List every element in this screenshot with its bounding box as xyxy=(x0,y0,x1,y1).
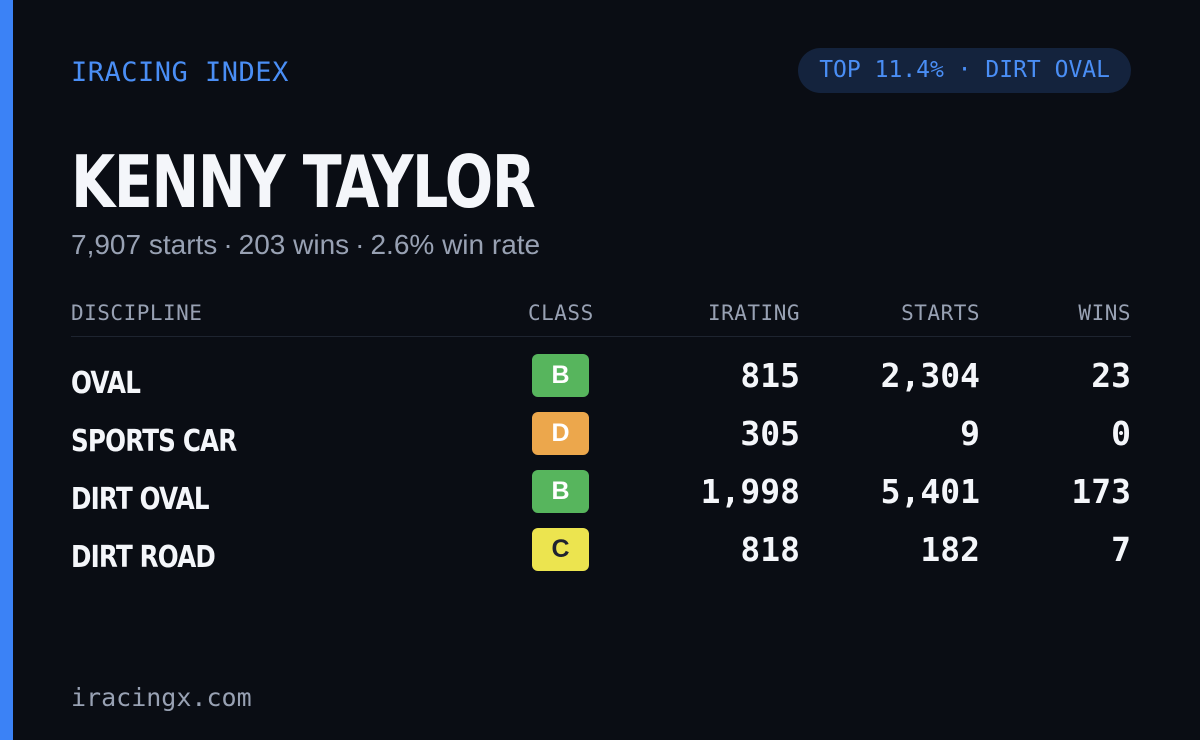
discipline-name: OVAL xyxy=(71,366,141,401)
table-row: OVAL B 815 2,304 23 xyxy=(71,354,1131,412)
license-class-badge: D xyxy=(532,412,589,455)
license-class-badge: B xyxy=(532,470,589,513)
table-row: DIRT OVAL B 1,998 5,401 173 xyxy=(71,470,1131,528)
summary-separator: · xyxy=(223,229,233,260)
total-starts: 7,907 starts xyxy=(71,229,218,260)
starts-value: 182 xyxy=(920,530,980,569)
wins-value: 23 xyxy=(1091,356,1131,395)
wins-value: 173 xyxy=(1071,472,1131,511)
footer-site-link[interactable]: iracingx.com xyxy=(71,683,252,712)
summary-separator: · xyxy=(355,229,365,260)
brand-label: IRACING INDEX xyxy=(71,57,289,88)
irating-value: 818 xyxy=(740,530,800,569)
starts-value: 5,401 xyxy=(880,472,980,511)
discipline-stats-table: DISCIPLINE CLASS IRATING STARTS WINS OVA… xyxy=(71,296,1131,586)
license-class-badge: C xyxy=(532,528,589,571)
wins-value: 0 xyxy=(1111,414,1131,453)
irating-value: 305 xyxy=(740,414,800,453)
irating-value: 815 xyxy=(740,356,800,395)
accent-bar xyxy=(0,0,13,740)
career-summary: 7,907 starts · 203 wins · 2.6% win rate xyxy=(71,227,540,263)
header-starts: STARTS xyxy=(901,301,980,325)
license-class-badge: B xyxy=(532,354,589,397)
win-rate: 2.6% win rate xyxy=(370,229,541,260)
table-row: SPORTS CAR D 305 9 0 xyxy=(71,412,1131,470)
driver-name: KENNY TAYLOR xyxy=(71,140,536,224)
header-irating: IRATING xyxy=(707,301,800,325)
wins-value: 7 xyxy=(1111,530,1131,569)
irating-value: 1,998 xyxy=(700,472,800,511)
starts-value: 2,304 xyxy=(880,356,980,395)
table-row: DIRT ROAD C 818 182 7 xyxy=(71,528,1131,586)
header-class: CLASS xyxy=(528,301,594,325)
header-discipline: DISCIPLINE xyxy=(71,301,203,325)
discipline-name: SPORTS CAR xyxy=(71,424,237,459)
header-wins: WINS xyxy=(1078,301,1131,325)
rank-badge: TOP 11.4% · DIRT OVAL xyxy=(798,48,1131,93)
total-wins: 203 wins xyxy=(238,229,350,260)
discipline-name: DIRT OVAL xyxy=(71,482,210,517)
discipline-name: DIRT ROAD xyxy=(71,540,216,575)
table-header: DISCIPLINE CLASS IRATING STARTS WINS xyxy=(71,296,1131,337)
starts-value: 9 xyxy=(960,414,980,453)
